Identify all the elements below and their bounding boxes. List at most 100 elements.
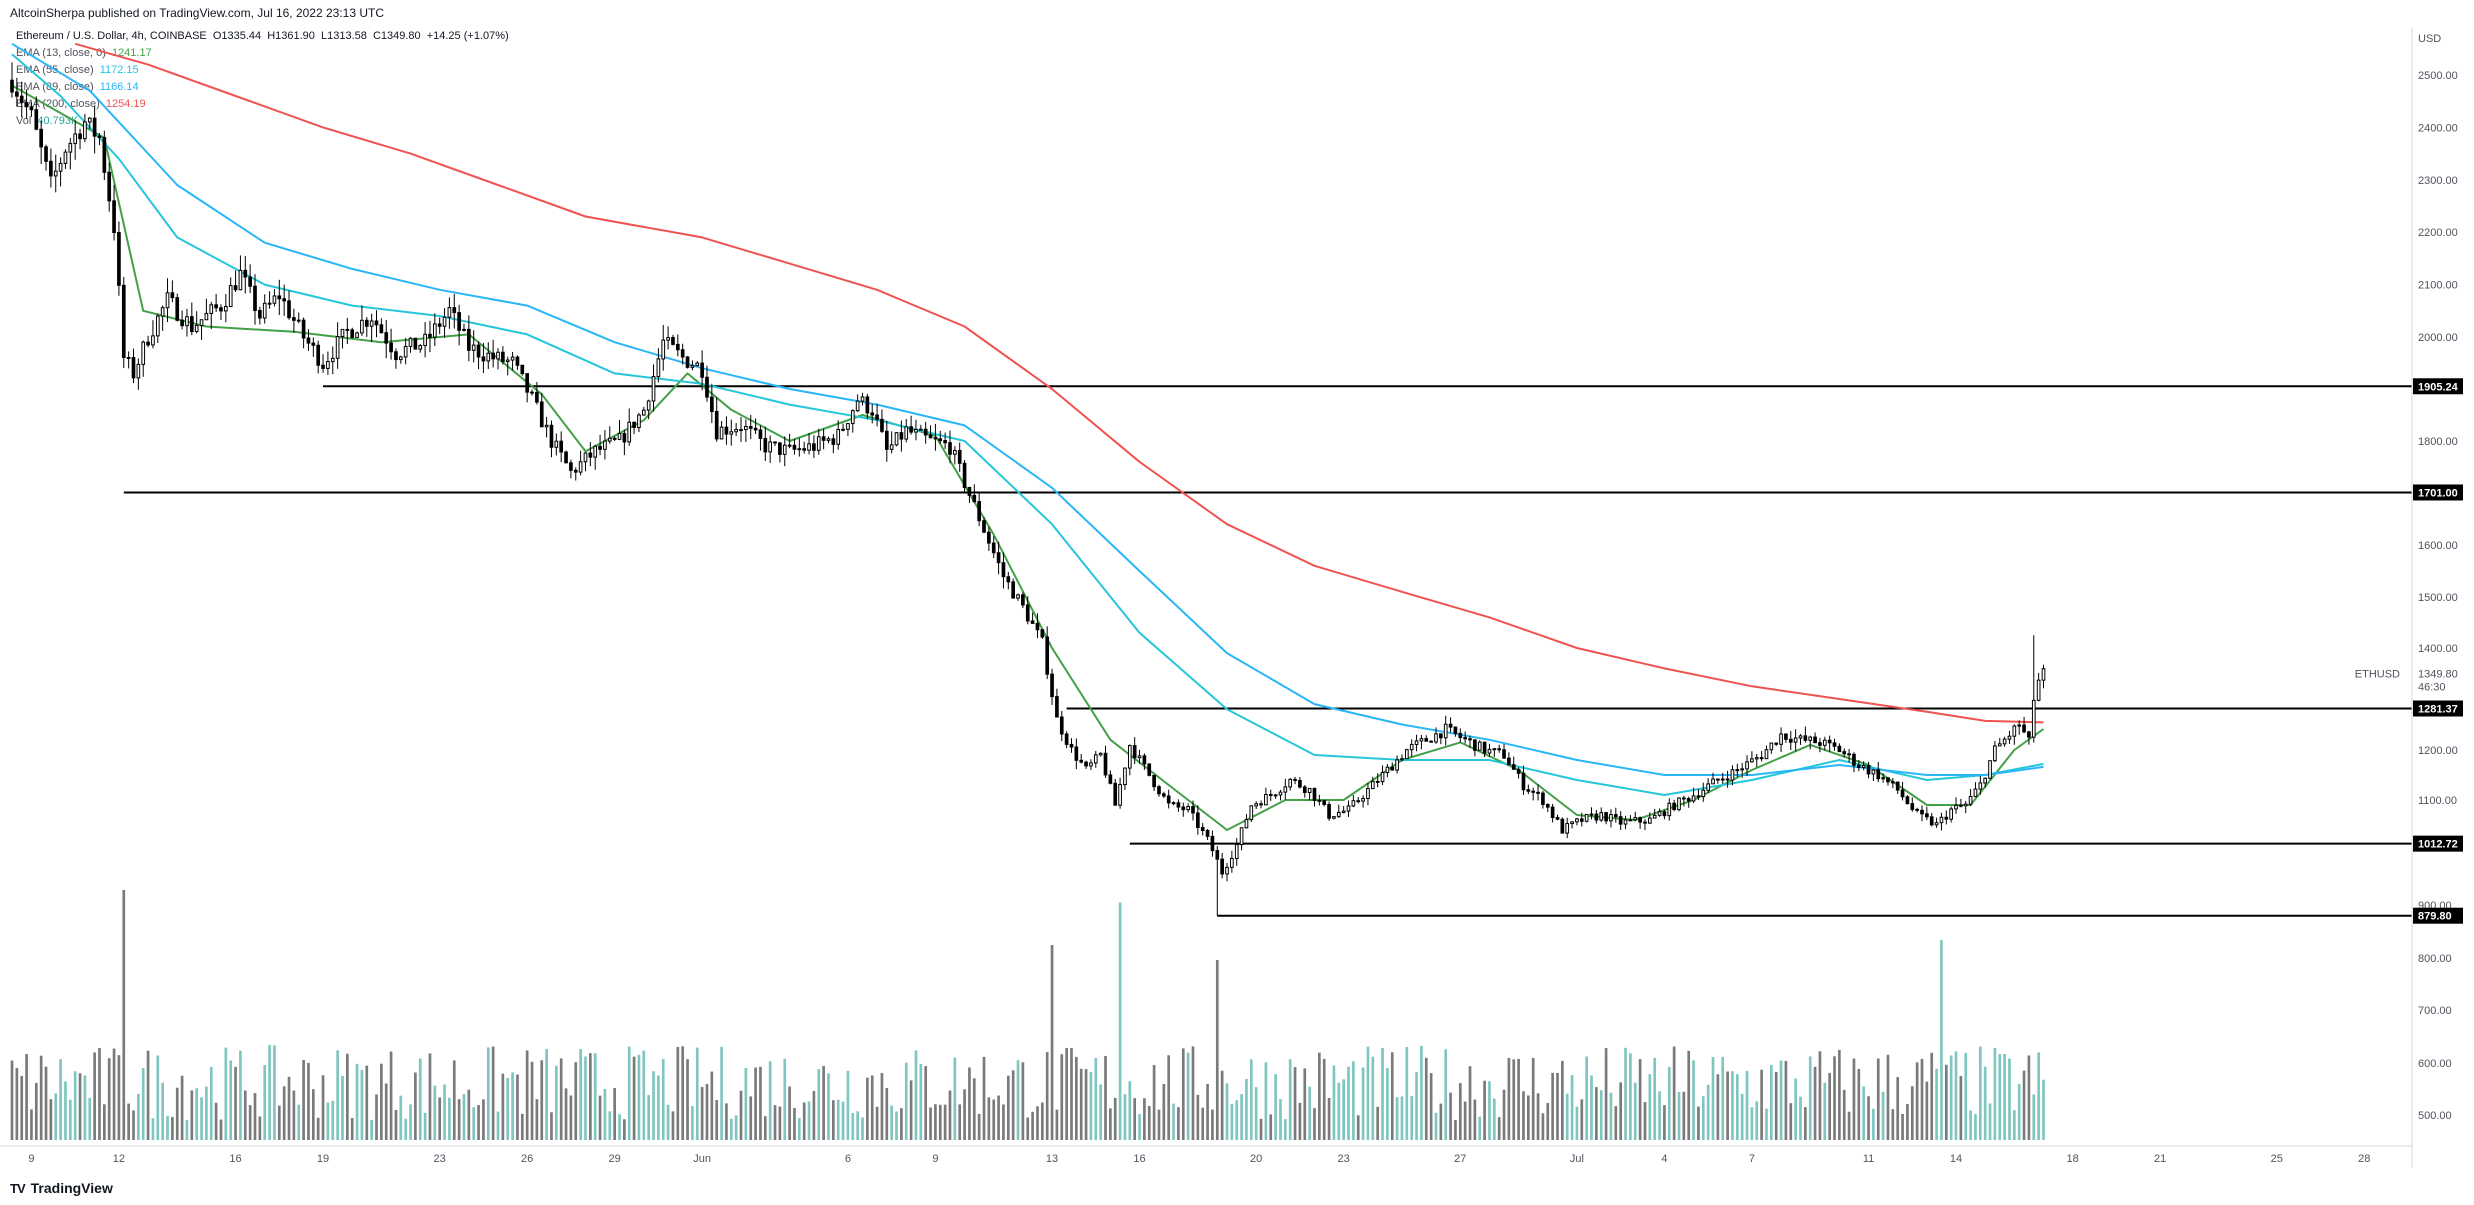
candle-body[interactable] (83, 121, 87, 140)
candle-body[interactable] (287, 300, 291, 319)
candle-body[interactable] (530, 391, 534, 394)
candle-body[interactable] (1118, 784, 1122, 806)
time-tick-label[interactable]: 9 (932, 1153, 938, 1165)
candle-body[interactable] (734, 429, 738, 433)
candle-body[interactable] (442, 316, 447, 327)
candle-body[interactable] (948, 442, 952, 455)
time-tick-label[interactable]: 26 (521, 1153, 533, 1165)
candle-body[interactable] (870, 412, 875, 416)
candle-body[interactable] (1784, 733, 1788, 740)
candle-body[interactable] (228, 285, 233, 307)
candle-body[interactable] (428, 333, 432, 338)
candle-body[interactable] (938, 438, 943, 442)
candle-body[interactable] (841, 428, 845, 431)
candle-body[interactable] (1866, 765, 1871, 775)
candle-body[interactable] (1307, 787, 1312, 793)
candle-body[interactable] (802, 448, 807, 451)
candle-body[interactable] (1847, 753, 1851, 756)
candle-body[interactable] (1604, 812, 1608, 822)
candle-body[interactable] (1142, 755, 1147, 765)
candle-body[interactable] (248, 276, 252, 287)
candle-body[interactable] (1006, 576, 1011, 583)
candle-body[interactable] (914, 428, 918, 433)
candle-body[interactable] (1361, 798, 1365, 802)
candle-body[interactable] (826, 438, 831, 441)
tradingview-footer[interactable]: TV TradingView (10, 1180, 113, 1196)
candle-body[interactable] (831, 438, 836, 445)
candle-body[interactable] (1623, 819, 1628, 825)
candle-body[interactable] (467, 328, 471, 351)
candle-body[interactable] (1259, 803, 1263, 806)
candle-body[interactable] (1084, 761, 1088, 767)
time-tick-label[interactable]: 19 (317, 1153, 329, 1165)
candle-body[interactable] (1584, 813, 1589, 822)
candle-body[interactable] (1443, 723, 1448, 739)
candle-body[interactable] (812, 443, 816, 451)
candle-body[interactable] (1400, 758, 1404, 761)
time-tick-label[interactable]: 6 (845, 1153, 851, 1165)
candle-body[interactable] (1302, 786, 1307, 793)
candle-body[interactable] (326, 361, 330, 369)
candle-body[interactable] (1764, 749, 1769, 760)
candle-body[interactable] (384, 332, 389, 344)
candle-body[interactable] (151, 335, 155, 346)
candle-body[interactable] (1959, 804, 1963, 807)
candle-body[interactable] (744, 426, 748, 431)
candle-body[interactable] (1638, 817, 1642, 823)
candle-body[interactable] (1973, 788, 1978, 797)
candle-body[interactable] (559, 440, 564, 453)
candle-body[interactable] (1035, 622, 1040, 631)
candle-body[interactable] (1881, 777, 1885, 780)
candle-body[interactable] (350, 329, 355, 338)
candle-body[interactable] (1273, 794, 1278, 797)
candle-body[interactable] (1210, 835, 1215, 852)
price-tick-label[interactable]: 2200.00 (2418, 227, 2458, 239)
candle-body[interactable] (1409, 743, 1414, 751)
candle-body[interactable] (943, 440, 947, 444)
candle-body[interactable] (1186, 806, 1190, 811)
candle-body[interactable] (889, 444, 894, 450)
candle-body[interactable] (1429, 740, 1433, 743)
candle-body[interactable] (1837, 745, 1842, 753)
candle-body[interactable] (316, 344, 321, 366)
candle-body[interactable] (1730, 769, 1735, 781)
candle-body[interactable] (2027, 731, 2031, 738)
candle-body[interactable] (1171, 802, 1176, 805)
candle-body[interactable] (335, 336, 340, 359)
candle-body[interactable] (569, 462, 573, 471)
candle-body[interactable] (15, 91, 19, 97)
price-tick-label[interactable]: 1500.00 (2418, 592, 2458, 604)
candle-body[interactable] (321, 364, 325, 369)
candle-body[interactable] (2022, 724, 2026, 733)
candle-body[interactable] (1332, 816, 1336, 819)
candle-body[interactable] (1166, 795, 1171, 804)
time-tick-label[interactable]: 13 (1046, 1153, 1058, 1165)
candle-body[interactable] (1507, 757, 1511, 766)
candle-body[interactable] (758, 429, 763, 439)
candle-body[interactable] (1779, 733, 1783, 745)
candle-body[interactable] (165, 292, 170, 309)
legend-ema89-row[interactable]: EMA (89, close) 1166.14 (16, 79, 512, 96)
candle-body[interactable] (87, 117, 92, 123)
candle-body[interactable] (695, 362, 700, 367)
candle-body[interactable] (1230, 857, 1234, 868)
candle-body[interactable] (1366, 788, 1370, 800)
candle-body[interactable] (1701, 789, 1706, 798)
candle-body[interactable] (1686, 798, 1691, 802)
candle-body[interactable] (92, 117, 97, 137)
candle-body[interactable] (748, 426, 753, 429)
candle-body[interactable] (44, 146, 48, 162)
candle-body[interactable] (1667, 802, 1672, 817)
candle-body[interactable] (1949, 808, 1953, 820)
candle-body[interactable] (306, 337, 311, 344)
candle-body[interactable] (170, 292, 175, 299)
time-tick-label[interactable]: 4 (1661, 1153, 1667, 1165)
candle-body[interactable] (199, 319, 204, 326)
candle-body[interactable] (617, 432, 622, 440)
candle-body[interactable] (1706, 783, 1710, 791)
candlesticks[interactable] (10, 62, 2046, 916)
candle-body[interactable] (1108, 774, 1113, 784)
candle-body[interactable] (413, 337, 418, 350)
candle-body[interactable] (267, 302, 272, 305)
candle-body[interactable] (860, 396, 865, 402)
